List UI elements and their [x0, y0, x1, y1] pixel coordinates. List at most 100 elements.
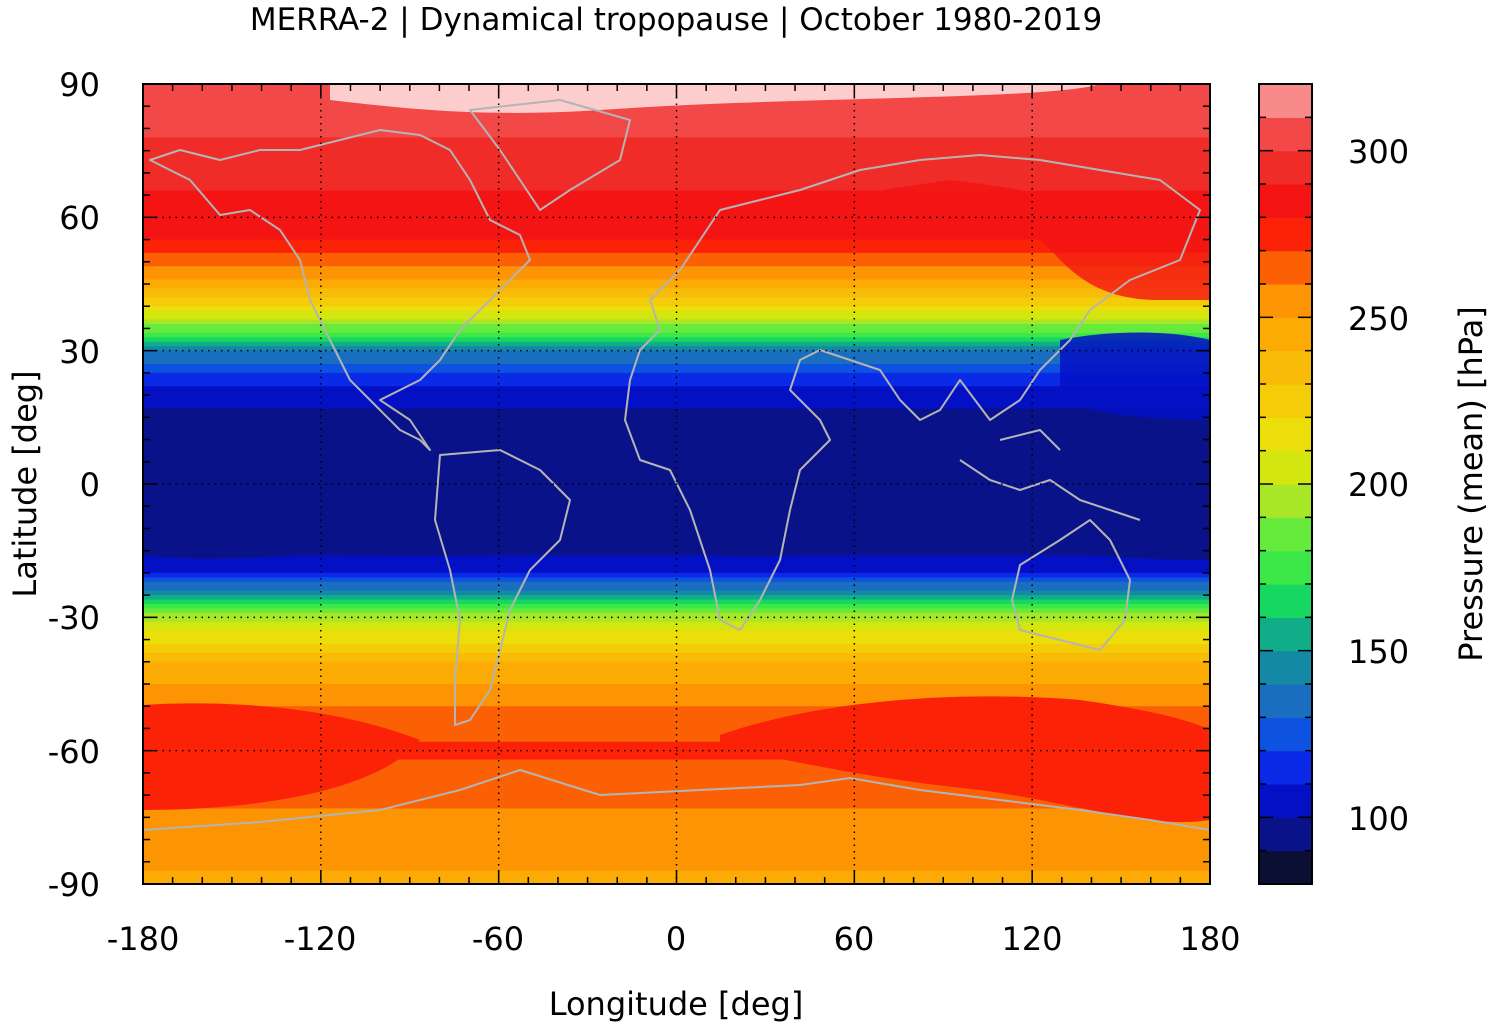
- x-tick-labels: -180 -120 -60 0 60 120 180: [107, 920, 1241, 958]
- coastline-north-america: [149, 129, 531, 451]
- y-tick-label: 60: [59, 199, 100, 237]
- y-tick-label: 0: [80, 466, 100, 504]
- latitude-band: [143, 395, 1210, 401]
- latitude-band: [143, 857, 1210, 863]
- latitude-band: [143, 737, 1210, 743]
- colorbar-label: Pressure (mean) [hPa]: [1452, 306, 1490, 661]
- latitude-band: [143, 808, 1210, 814]
- latitude-band: [143, 759, 1210, 765]
- colorbar-band: [1259, 617, 1312, 652]
- siberia-red: [880, 180, 1210, 300]
- x-axis-label: Longitude [deg]: [549, 985, 804, 1023]
- colorbar-band: [1259, 150, 1312, 185]
- colorbar-bands: [1259, 84, 1312, 885]
- colorbar-band: [1259, 284, 1312, 318]
- chart-title: MERRA-2 | Dynamical tropopause | October…: [250, 2, 1102, 38]
- latitude-band: [143, 155, 1210, 161]
- colorbar-tick-label: 300: [1348, 133, 1409, 171]
- latitude-band: [143, 306, 1210, 312]
- latitude-band: [143, 132, 1210, 138]
- colorbar-band: [1259, 550, 1312, 585]
- latitude-band: [143, 124, 1210, 130]
- latitude-band: [143, 577, 1210, 583]
- colorbar-band: [1259, 84, 1312, 118]
- colorbar-ticks: [1259, 116, 1312, 852]
- latitude-band: [143, 230, 1210, 236]
- latitude-band: [143, 715, 1210, 721]
- latitude-band: [143, 750, 1210, 756]
- southern-ocean-red: [143, 703, 420, 810]
- latitude-band: [143, 412, 1210, 418]
- colorbar-band: [1259, 684, 1312, 718]
- latitude-band: [143, 710, 1210, 716]
- latitude-band: [143, 835, 1210, 841]
- latitude-band: [143, 181, 1210, 187]
- latitude-band: [143, 697, 1210, 703]
- latitude-band: [143, 315, 1210, 321]
- latitude-band: [143, 795, 1210, 801]
- latitude-band: [143, 386, 1210, 392]
- latitude-band: [143, 866, 1210, 872]
- colorbar-band: [1259, 250, 1312, 285]
- latitude-band: [143, 279, 1210, 285]
- y-tick-label: 90: [59, 66, 100, 104]
- latitude-band: [143, 328, 1210, 334]
- colorbar-band: [1259, 217, 1312, 252]
- coastline-antarctica: [143, 769, 1210, 831]
- coastline-maritime-continent: [959, 429, 1141, 521]
- latitude-band: [143, 581, 1210, 587]
- y-axis-label: Latitude [deg]: [6, 370, 44, 597]
- latitude-band: [143, 555, 1210, 561]
- colorbar-band: [1259, 817, 1312, 852]
- colorbar-band: [1259, 750, 1312, 785]
- latitude-band: [143, 786, 1210, 792]
- latitude-band: [143, 266, 1210, 272]
- latitude-band: [143, 812, 1210, 818]
- y-tick-labels: 90 60 30 0 -30 -60 -90: [48, 66, 100, 904]
- latitude-band: [143, 666, 1210, 672]
- tropical-core: [143, 418, 1210, 560]
- latitude-band: [143, 372, 1210, 378]
- latitude-band: [143, 106, 1210, 112]
- latitude-band: [143, 141, 1210, 147]
- x-tick-label: -180: [107, 920, 180, 958]
- latitude-band: [143, 310, 1210, 316]
- latitude-band: [143, 599, 1210, 605]
- latitude-band: [143, 559, 1210, 565]
- latitude-band: [143, 119, 1210, 125]
- colorbar-band: [1259, 484, 1312, 518]
- latitude-band: [143, 821, 1210, 827]
- latitude-band: [143, 644, 1210, 650]
- x-tick-label: -120: [284, 920, 357, 958]
- latitude-band: [143, 337, 1210, 343]
- coastline-south-america: [434, 449, 571, 726]
- latitude-band: [143, 844, 1210, 850]
- latitude-band: [143, 830, 1210, 836]
- colorbar-band: [1259, 717, 1312, 752]
- colorbar-band: [1259, 317, 1312, 352]
- latitude-band: [143, 168, 1210, 174]
- latitude-band: [143, 319, 1210, 325]
- coastline-australia: [1011, 519, 1131, 651]
- colorbar-band: [1259, 117, 1312, 152]
- latitude-band: [143, 612, 1210, 618]
- latitude-band: [143, 301, 1210, 307]
- latitude-band: [143, 390, 1210, 396]
- latitude-band: [143, 110, 1210, 116]
- latitude-band: [143, 661, 1210, 667]
- latitude-band: [143, 350, 1210, 356]
- latitude-band: [143, 404, 1210, 410]
- latitude-band: [143, 670, 1210, 676]
- latitude-band: [143, 799, 1210, 805]
- x-tick-label: 0: [666, 920, 686, 958]
- latitude-band: [143, 252, 1210, 258]
- graticule: [143, 84, 1210, 884]
- latitude-band: [143, 684, 1210, 690]
- x-tick-label: -60: [472, 920, 524, 958]
- latitude-band: [143, 590, 1210, 596]
- latitude-band: [143, 204, 1210, 210]
- latitude-band: [143, 164, 1210, 170]
- latitude-band: [143, 217, 1210, 223]
- latitude-band: [143, 724, 1210, 730]
